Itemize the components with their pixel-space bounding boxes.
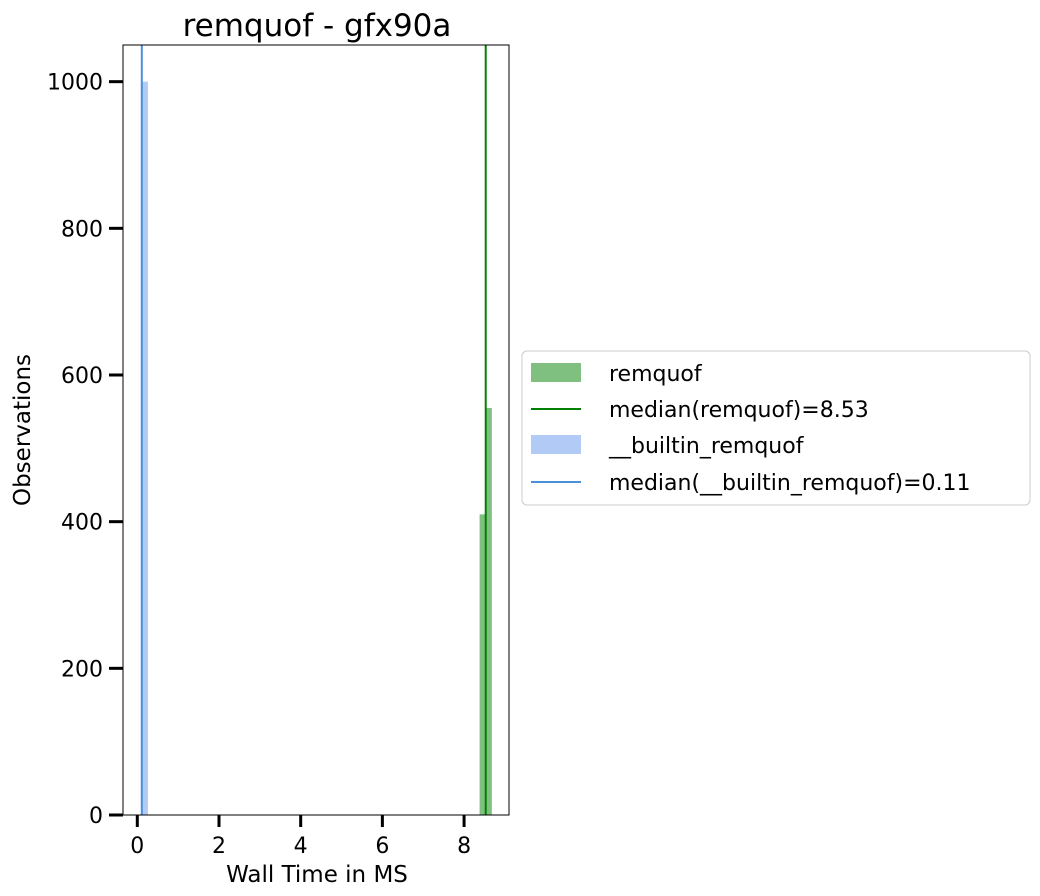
chart-title: remquof - gfx90a bbox=[183, 8, 452, 44]
x-tick-label: 0 bbox=[130, 834, 144, 859]
legend-label: remquof bbox=[609, 362, 703, 387]
legend-box bbox=[521, 350, 1031, 506]
x-tick-label: 6 bbox=[375, 834, 389, 859]
y-axis: 0 200 400 600 800 1000 bbox=[47, 71, 123, 829]
x-axis-label: Wall Time in MS bbox=[226, 862, 408, 888]
legend-swatch-builtin-remquof bbox=[531, 435, 581, 454]
x-tick-label: 2 bbox=[212, 834, 226, 859]
legend-label: __builtin_remquof bbox=[608, 434, 805, 459]
y-tick-label: 800 bbox=[61, 217, 103, 242]
x-tick-label: 4 bbox=[294, 834, 308, 859]
legend: remquof median(remquof)=8.53 __builtin_rem… bbox=[521, 350, 1031, 506]
y-tick-label: 0 bbox=[89, 804, 103, 829]
x-axis: 0 2 4 6 8 bbox=[130, 815, 471, 859]
legend-label: median(remquof)=8.53 bbox=[609, 398, 869, 423]
y-tick-label: 400 bbox=[61, 511, 103, 536]
y-axis-label: Observations bbox=[10, 354, 36, 506]
legend-label: median(__builtin_remquof)=0.11 bbox=[609, 471, 971, 496]
plot-area bbox=[140, 45, 492, 815]
bar-builtin-remquof-0 bbox=[140, 81, 148, 815]
y-tick-label: 200 bbox=[61, 657, 103, 682]
legend-swatch-remquof bbox=[531, 363, 581, 382]
x-tick-label: 8 bbox=[457, 834, 471, 859]
plot-frame bbox=[122, 44, 510, 816]
y-tick-label: 1000 bbox=[47, 71, 103, 96]
y-tick-label: 600 bbox=[61, 364, 103, 389]
bar-remquof-0 bbox=[479, 514, 486, 815]
bar-remquof-1 bbox=[485, 408, 492, 815]
